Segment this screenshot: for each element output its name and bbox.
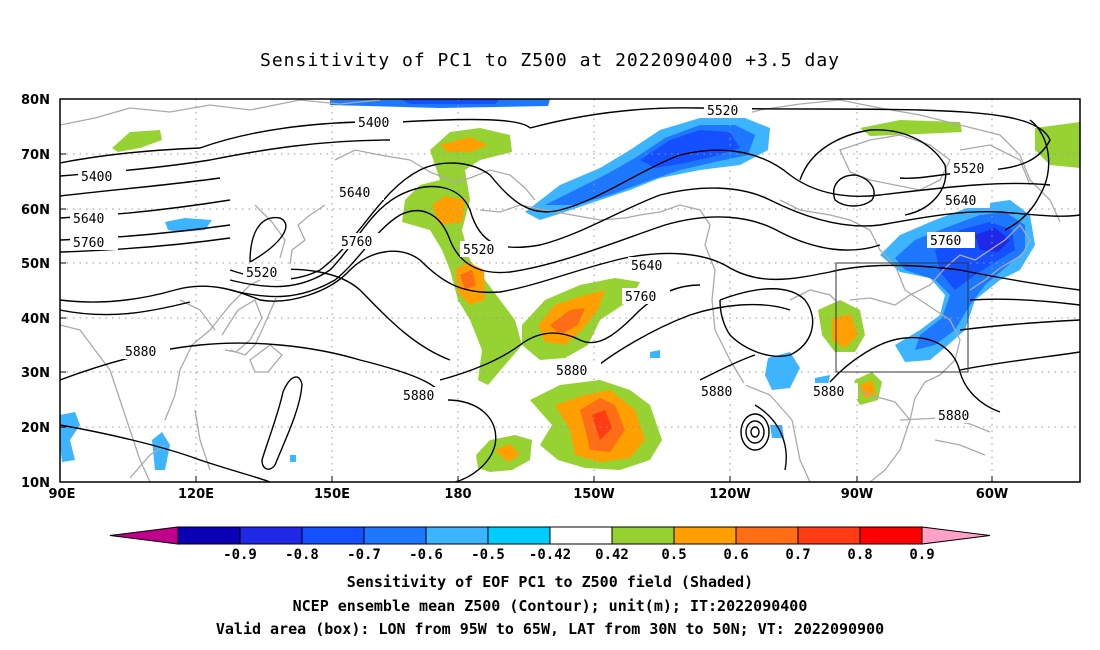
caption-line-1: Sensitivity of EOF PC1 to Z500 field (Sh… (346, 573, 754, 591)
z500-contours (60, 107, 1080, 482)
colorbar-swatch (673, 526, 737, 545)
colorbar (109, 526, 991, 545)
contour-label: 5520 (707, 104, 738, 119)
contour-label: 5520 (463, 243, 494, 258)
colorbar-right-triangle (921, 526, 991, 545)
colorbar-label: 0.8 (847, 547, 872, 563)
colorbar-swatch (425, 526, 489, 545)
lat-label: 60N (21, 203, 50, 218)
lon-label: 90E (49, 487, 76, 502)
contour-labels: 5400 5400 5520 5520 5520 5520 5640 5640 … (70, 102, 998, 424)
caption-line-2: NCEP ensemble mean Z500 (Contour); unit(… (292, 597, 808, 615)
colorbar-labels: -0.9 -0.8 -0.7 -0.6 -0.5 -0.42 0.42 0.5 0.6 0.7 0.… (223, 547, 935, 563)
lon-label: 150E (314, 487, 350, 502)
figure-title: Sensitivity of PC1 to Z500 at 2022090400… (259, 50, 840, 71)
colorbar-left-triangle (109, 526, 179, 545)
colorbar-swatch (797, 526, 861, 545)
colorbar-label: 0.7 (785, 547, 810, 563)
contour-label: 5520 (953, 162, 984, 177)
contour-label: 5760 (930, 234, 961, 249)
colorbar-swatch (549, 526, 613, 545)
lon-label: 180 (444, 487, 471, 502)
colorbar-swatch (177, 526, 241, 545)
contour-label: 5880 (701, 385, 732, 400)
colorbar-label: -0.8 (285, 547, 319, 563)
colorbar-label: -0.9 (223, 547, 257, 563)
colorbar-swatch (611, 526, 675, 545)
colorbar-label: 0.6 (723, 547, 748, 563)
valid-area-box (835, 262, 969, 373)
colorbar-label: -0.42 (529, 547, 571, 563)
contour-label: 5640 (73, 212, 104, 227)
lon-label: 90W (841, 487, 873, 502)
colorbar-swatch (487, 526, 551, 545)
axis-ticks (60, 98, 993, 483)
coastlines (60, 99, 1061, 482)
lat-label: 50N (21, 257, 50, 272)
contour-label: 5880 (813, 385, 844, 400)
contour-label: 5760 (625, 290, 656, 305)
colorbar-label: 0.9 (909, 547, 934, 563)
map-frame (59, 98, 1081, 483)
lat-label: 80N (21, 93, 50, 108)
lat-label: 40N (21, 312, 50, 327)
contour-label: 5640 (945, 194, 976, 209)
lat-label: 10N (21, 476, 50, 491)
colorbar-swatch (363, 526, 427, 545)
lon-label: 120W (709, 487, 750, 502)
colorbar-swatch (301, 526, 365, 545)
gridlines (60, 99, 1080, 482)
contour-label: 5520 (246, 266, 277, 281)
contour-label: 5640 (339, 186, 370, 201)
colorbar-swatch (735, 526, 799, 545)
lat-label: 70N (21, 148, 50, 163)
contour-label: 5400 (81, 170, 112, 185)
contour-label: 5880 (403, 389, 434, 404)
colorbar-label: -0.7 (347, 547, 381, 563)
colorbar-label: -0.5 (471, 547, 505, 563)
colorbar-swatch (239, 526, 303, 545)
contour-label: 5760 (341, 235, 372, 250)
contour-label: 5880 (556, 364, 587, 379)
contour-label: 5760 (73, 236, 104, 251)
colorbar-swatch (859, 526, 923, 545)
contour-label: 5880 (125, 345, 156, 360)
colorbar-label: 0.5 (661, 547, 686, 563)
lon-label: 120E (178, 487, 214, 502)
lat-label: 20N (21, 421, 50, 436)
contour-label: 5640 (631, 259, 662, 274)
lon-label: 60W (976, 487, 1008, 502)
contour-label: 5400 (358, 116, 389, 131)
colorbar-label: -0.6 (409, 547, 443, 563)
caption-line-3: Valid area (box): LON from 95W to 65W, L… (215, 620, 885, 638)
contour-label: 5880 (938, 409, 969, 424)
lon-label: 150W (573, 487, 614, 502)
colorbar-label: 0.42 (595, 547, 629, 563)
lat-label: 30N (21, 366, 50, 381)
